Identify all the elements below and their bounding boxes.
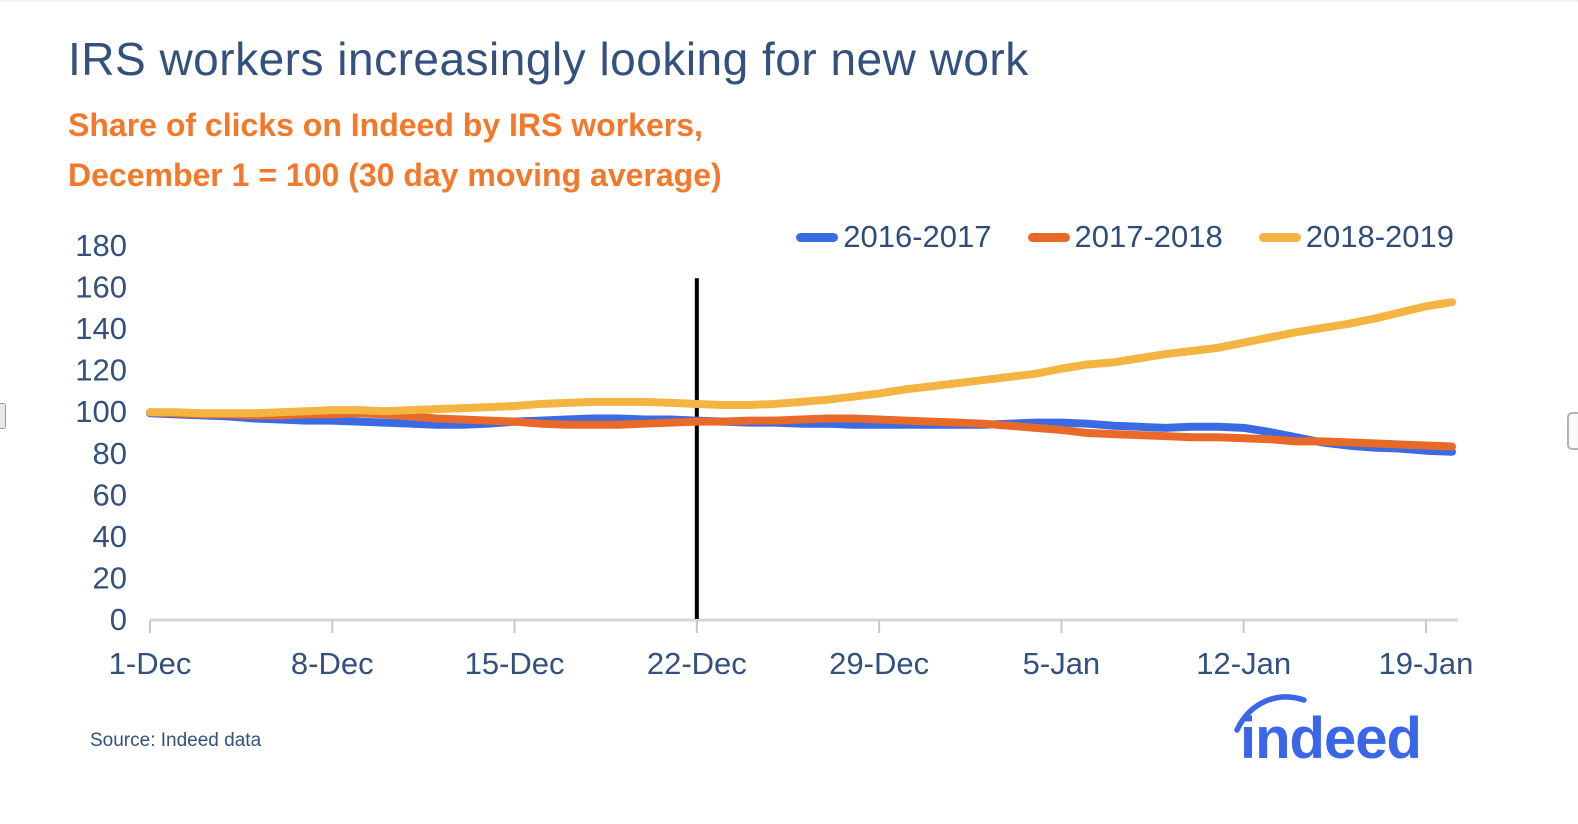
x-tick-label: 1-Dec — [109, 646, 192, 681]
chart-subtitle-line2: December 1 = 100 (30 day moving average) — [68, 157, 722, 193]
x-tick-label: 5-Jan — [1023, 646, 1101, 681]
y-tick-label: 120 — [75, 353, 127, 388]
chart-subtitle-line1: Share of clicks on Indeed by IRS workers… — [68, 107, 703, 143]
legend-item-2018-2019: 2018-2019 — [1258, 219, 1454, 255]
y-tick-label: 180 — [75, 228, 127, 263]
indeed-logo-swoosh-icon — [1234, 694, 1307, 733]
x-tick-label: 29-Dec — [829, 646, 929, 681]
legend-dash-icon — [1027, 232, 1070, 242]
legend-item-2016-2017: 2016-2017 — [796, 219, 992, 255]
x-tick-label: 12-Jan — [1196, 646, 1291, 681]
y-tick-label: 80 — [93, 436, 127, 471]
legend-dash-icon — [796, 232, 839, 242]
indeed-logo-text: indeed — [1240, 706, 1421, 771]
x-tick-label: 22-Dec — [647, 646, 747, 681]
source-note: Source: Indeed data — [90, 730, 262, 751]
chart-subtitle: Share of clicks on Indeed by IRS workers… — [68, 100, 722, 200]
carousel-prev-button-partial[interactable] — [0, 403, 6, 429]
y-tick-label: 40 — [93, 519, 127, 554]
y-tick-label: 160 — [75, 270, 127, 305]
legend-label: 2018-2019 — [1305, 219, 1454, 254]
y-tick-label: 20 — [93, 560, 127, 595]
indeed-logo: indeed — [1234, 694, 1422, 771]
legend-label: 2016-2017 — [843, 219, 992, 254]
y-tick-label: 0 — [110, 602, 127, 637]
y-tick-label: 100 — [75, 394, 127, 429]
series-line-2016-2017 — [146, 409, 1456, 456]
y-tick-label: 60 — [93, 477, 127, 512]
chart-title: IRS workers increasingly looking for new… — [68, 33, 1029, 85]
carousel-next-button-partial[interactable] — [1567, 412, 1578, 450]
series-line-2018-2019 — [146, 298, 1456, 418]
legend-item-2017-2018: 2017-2018 — [1027, 219, 1223, 255]
y-tick-label: 140 — [75, 311, 127, 346]
window-top-edge — [0, 0, 1578, 3]
x-tick-label: 8-Dec — [291, 646, 374, 681]
x-tick-label: 15-Dec — [465, 646, 565, 681]
x-tick-label: 19-Jan — [1379, 646, 1474, 681]
legend-label: 2017-2018 — [1074, 219, 1223, 254]
chart-legend: 2016-2017 2017-2018 2018-2019 — [796, 219, 1454, 255]
legend-dash-icon — [1258, 232, 1301, 242]
